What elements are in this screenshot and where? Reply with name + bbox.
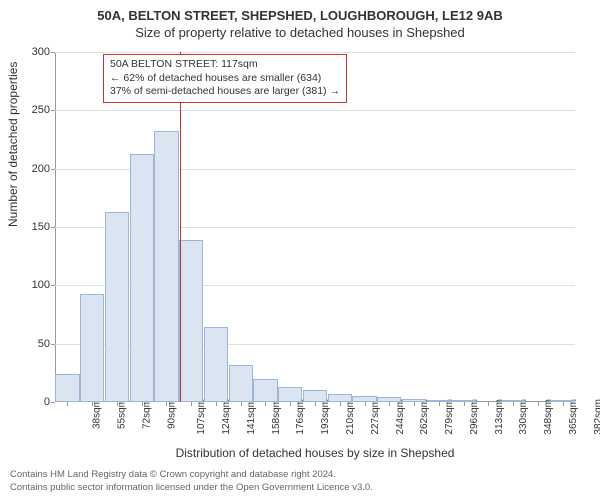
plot-region: 05010015020025030038sqm55sqm72sqm90sqm10… <box>55 52 575 402</box>
x-tick-mark <box>414 402 415 406</box>
histogram-bar <box>229 365 253 402</box>
y-tick-label: 300 <box>20 46 50 58</box>
x-tick-mark <box>315 402 316 406</box>
x-tick-mark <box>142 402 143 406</box>
property-marker-line <box>180 52 181 402</box>
annotation-line: ← 62% of detached houses are smaller (63… <box>110 72 340 86</box>
x-tick-mark <box>117 402 118 406</box>
x-tick-mark <box>389 402 390 406</box>
x-tick-mark <box>92 402 93 406</box>
x-tick-label: 38sqm <box>92 399 103 429</box>
y-tick-label: 0 <box>20 396 50 408</box>
x-tick-mark <box>439 402 440 406</box>
histogram-bar <box>204 327 228 402</box>
x-tick-label: 158sqm <box>271 399 282 435</box>
x-tick-label: 210sqm <box>345 399 356 435</box>
annotation-line: 50A BELTON STREET: 117sqm <box>110 58 340 72</box>
x-tick-mark <box>365 402 366 406</box>
footer-line-2: Contains public sector information licen… <box>10 482 373 494</box>
histogram-bar <box>278 387 302 402</box>
title-sub: Size of property relative to detached ho… <box>0 23 600 46</box>
histogram-bar <box>130 154 154 403</box>
histogram-bar <box>303 390 327 402</box>
y-tick-label: 250 <box>20 104 50 116</box>
x-tick-label: 227sqm <box>370 399 381 435</box>
y-tick-mark <box>51 344 55 345</box>
footer-line-1: Contains HM Land Registry data © Crown c… <box>10 469 373 481</box>
x-tick-label: 382sqm <box>593 399 600 435</box>
y-axis-label: Number of detached properties <box>6 62 20 227</box>
histogram-bar <box>328 394 352 402</box>
y-tick-mark <box>51 227 55 228</box>
x-tick-label: 107sqm <box>197 399 208 435</box>
histogram-bar <box>154 131 178 402</box>
x-tick-mark <box>241 402 242 406</box>
x-tick-mark <box>340 402 341 406</box>
x-tick-label: 90sqm <box>166 399 177 429</box>
y-tick-mark <box>51 110 55 111</box>
x-tick-label: 124sqm <box>221 399 232 435</box>
x-tick-label: 296sqm <box>469 399 480 435</box>
x-tick-label: 313sqm <box>494 399 505 435</box>
gridline <box>55 110 575 111</box>
y-tick-label: 150 <box>20 221 50 233</box>
chart-area: 05010015020025030038sqm55sqm72sqm90sqm10… <box>55 52 575 402</box>
x-tick-mark <box>216 402 217 406</box>
title-main: 50A, BELTON STREET, SHEPSHED, LOUGHBOROU… <box>0 0 600 23</box>
x-tick-label: 262sqm <box>419 399 430 435</box>
histogram-bar <box>80 294 104 403</box>
x-tick-label: 193sqm <box>320 399 331 435</box>
x-tick-mark <box>290 402 291 406</box>
x-tick-mark <box>191 402 192 406</box>
x-tick-mark <box>464 402 465 406</box>
chart-container: 50A, BELTON STREET, SHEPSHED, LOUGHBOROU… <box>0 0 600 500</box>
y-tick-label: 200 <box>20 163 50 175</box>
y-tick-label: 50 <box>20 338 50 350</box>
y-tick-mark <box>51 402 55 403</box>
x-tick-mark <box>538 402 539 406</box>
y-tick-label: 100 <box>20 279 50 291</box>
annotation-box: 50A BELTON STREET: 117sqm← 62% of detach… <box>103 54 347 103</box>
histogram-bar <box>253 379 277 402</box>
histogram-bar <box>55 374 79 402</box>
annotation-line: 37% of semi-detached houses are larger (… <box>110 85 340 99</box>
x-tick-mark <box>67 402 68 406</box>
gridline <box>55 52 575 53</box>
x-tick-label: 72sqm <box>141 399 152 429</box>
x-tick-label: 141sqm <box>246 399 257 435</box>
x-tick-mark <box>563 402 564 406</box>
histogram-bar <box>179 240 203 402</box>
x-tick-label: 348sqm <box>543 399 554 435</box>
x-tick-label: 279sqm <box>444 399 455 435</box>
x-tick-label: 365sqm <box>568 399 579 435</box>
y-tick-mark <box>51 52 55 53</box>
x-tick-label: 55sqm <box>117 399 128 429</box>
x-tick-mark <box>513 402 514 406</box>
y-tick-mark <box>51 169 55 170</box>
x-tick-label: 176sqm <box>296 399 307 435</box>
x-tick-label: 330sqm <box>518 399 529 435</box>
y-tick-mark <box>51 285 55 286</box>
x-axis-label: Distribution of detached houses by size … <box>55 446 575 460</box>
x-tick-mark <box>166 402 167 406</box>
x-tick-mark <box>488 402 489 406</box>
x-tick-mark <box>265 402 266 406</box>
footer-attribution: Contains HM Land Registry data © Crown c… <box>10 469 373 494</box>
histogram-bar <box>105 212 129 402</box>
x-tick-label: 244sqm <box>395 399 406 435</box>
